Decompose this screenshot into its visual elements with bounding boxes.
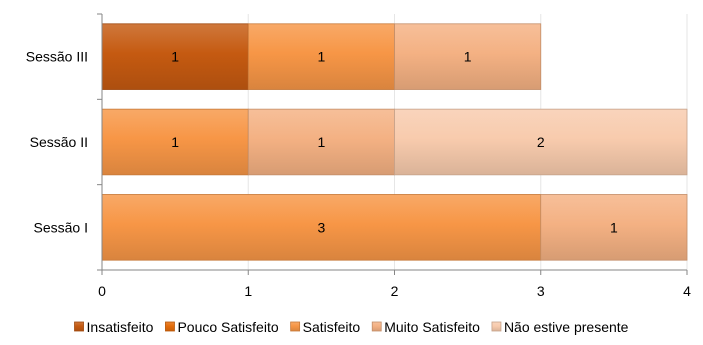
legend-swatch [165,321,175,332]
legend-item: Insatisfeito [74,319,154,335]
legend-label: Pouco Satisfeito [177,319,278,335]
category-label: Sessão II [30,134,88,150]
category-label: Sessão III [26,49,88,65]
legend-swatch [491,321,502,332]
legend-label: Não estive presente [504,319,629,335]
legend: Insatisfeito Pouco Satisfeito Satisfeito Mu… [74,319,629,335]
bar-segment [540,194,688,261]
legend-item: Satisfeito [290,319,361,335]
x-tick-label: 2 [391,283,399,299]
legend-label: Satisfeito [303,319,361,335]
bar-value-label: 3 [317,219,325,235]
bar-value-label: 1 [171,134,179,150]
bar-value-label: 1 [610,219,618,235]
legend-item: Muito Satisfeito [371,319,480,335]
bar-segment [394,23,542,90]
legend-swatch [290,321,301,332]
legend-item: Não estive presente [491,319,629,335]
bar-segment [101,194,542,261]
x-tick-label: 4 [683,283,691,299]
x-tick-label: 1 [244,283,252,299]
bar-value-label: 1 [171,49,179,65]
legend-label: Insatisfeito [87,319,154,335]
legend-swatch [74,321,84,332]
bar-segment [247,23,395,90]
bar-segment [101,108,249,176]
bar-segment [247,108,395,176]
bar-value-label: 1 [464,49,472,65]
bar-value-label: 1 [317,134,325,150]
bar-segment [394,108,688,176]
x-tick-label: 0 [98,283,106,299]
legend-label: Muito Satisfeito [384,319,480,335]
axes: Sessão III Sessão II Sessão I 0 1 2 3 4 [26,13,691,299]
legend-swatch [371,321,382,332]
bar-value-label: 1 [317,49,325,65]
x-tick-label: 3 [537,283,545,299]
category-label: Sessão I [34,219,88,235]
bars: 1 1 1 1 1 2 3 1 [101,23,688,261]
bar-segment [101,23,249,90]
bar-value-label: 2 [537,134,545,150]
legend-item: Pouco Satisfeito [165,319,279,335]
